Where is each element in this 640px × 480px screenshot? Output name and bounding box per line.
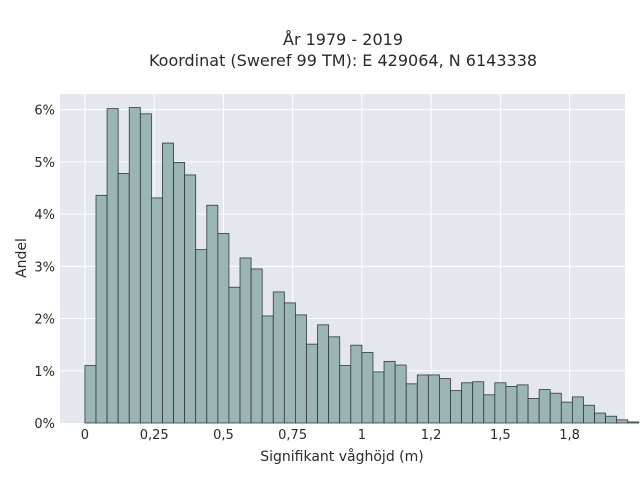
histogram-bar xyxy=(350,344,363,424)
histogram-bar xyxy=(372,371,385,424)
histogram-bar xyxy=(450,390,462,424)
histogram-bar xyxy=(206,204,219,424)
histogram-bar xyxy=(184,174,197,424)
histogram-bar xyxy=(106,108,119,424)
histogram-bar xyxy=(195,249,208,424)
y-tick-label: 0% xyxy=(34,417,55,432)
histogram-bar xyxy=(306,343,318,424)
histogram-bar xyxy=(594,412,607,424)
histogram-bar xyxy=(283,302,296,424)
y-tick-label: 1% xyxy=(34,365,55,380)
x-tick-label: 0,25 xyxy=(140,428,169,443)
histogram-bar xyxy=(538,389,551,424)
x-axis-ticks: 0 0,25 0,5 0,75 1 1,2 1,5 1,8 xyxy=(81,428,580,443)
histogram-bar xyxy=(416,374,429,424)
histogram-bar xyxy=(239,257,252,424)
histogram-bar xyxy=(139,113,152,424)
x-tick-label: 0 xyxy=(81,428,89,443)
histogram-bar xyxy=(427,374,440,424)
histogram-bar xyxy=(328,336,341,424)
bars xyxy=(84,107,640,424)
histogram-bar xyxy=(560,401,573,424)
histogram-bar xyxy=(616,419,629,424)
histogram-bar xyxy=(217,233,230,424)
histogram-bar xyxy=(317,324,330,424)
y-axis-ticks: 0% 1% 2% 3% 4% 5% 6% xyxy=(34,104,55,432)
histogram-bar xyxy=(250,268,263,424)
histogram-bar xyxy=(516,384,529,424)
histogram-bar xyxy=(383,360,396,424)
histogram-bar xyxy=(583,404,595,424)
histogram-bar xyxy=(295,314,307,424)
x-tick-label: 0,75 xyxy=(278,428,307,443)
histogram-bar xyxy=(549,392,562,424)
x-axis-title: Signifikant våghöjd (m) xyxy=(260,448,423,465)
histogram-bar xyxy=(162,142,174,424)
histogram-bar xyxy=(361,352,374,424)
chart-subtitle: Koordinat (Sweref 99 TM): E 429064, N 61… xyxy=(149,51,537,70)
x-tick-label: 0,5 xyxy=(213,428,234,443)
x-tick-label: 1,8 xyxy=(559,428,580,443)
y-tick-label: 5% xyxy=(34,156,55,171)
histogram-bar xyxy=(483,394,496,424)
histogram-bar xyxy=(439,378,451,424)
histogram-bar xyxy=(472,381,485,424)
y-axis-title: Andel xyxy=(14,238,30,278)
x-tick-label: 1 xyxy=(358,428,366,443)
histogram-bar xyxy=(150,197,163,424)
histogram-bar xyxy=(527,398,540,424)
chart-title: År 1979 - 2019 xyxy=(283,30,403,49)
histogram-bar xyxy=(605,415,618,424)
histogram-bar xyxy=(173,162,186,424)
x-tick-label: 1,5 xyxy=(490,428,511,443)
histogram-bar xyxy=(627,421,640,424)
histogram-bar xyxy=(461,382,474,424)
histogram-bar xyxy=(95,194,108,424)
histogram-bar xyxy=(494,382,507,424)
y-tick-label: 6% xyxy=(34,104,55,119)
histogram-bar xyxy=(339,365,352,424)
y-tick-label: 2% xyxy=(34,313,55,328)
histogram-bar xyxy=(571,396,584,424)
histogram-bar xyxy=(505,386,518,424)
histogram-bar xyxy=(261,315,274,424)
histogram-bar xyxy=(117,172,130,424)
y-tick-label: 4% xyxy=(34,208,55,223)
histogram-bar xyxy=(394,364,407,424)
x-tick-label: 1,2 xyxy=(421,428,442,443)
histogram-bar xyxy=(272,291,285,424)
histogram-bar xyxy=(228,286,241,424)
histogram-bar xyxy=(84,365,97,424)
histogram-bar xyxy=(405,383,418,424)
y-tick-label: 3% xyxy=(34,260,55,275)
histogram-bar xyxy=(128,107,141,424)
